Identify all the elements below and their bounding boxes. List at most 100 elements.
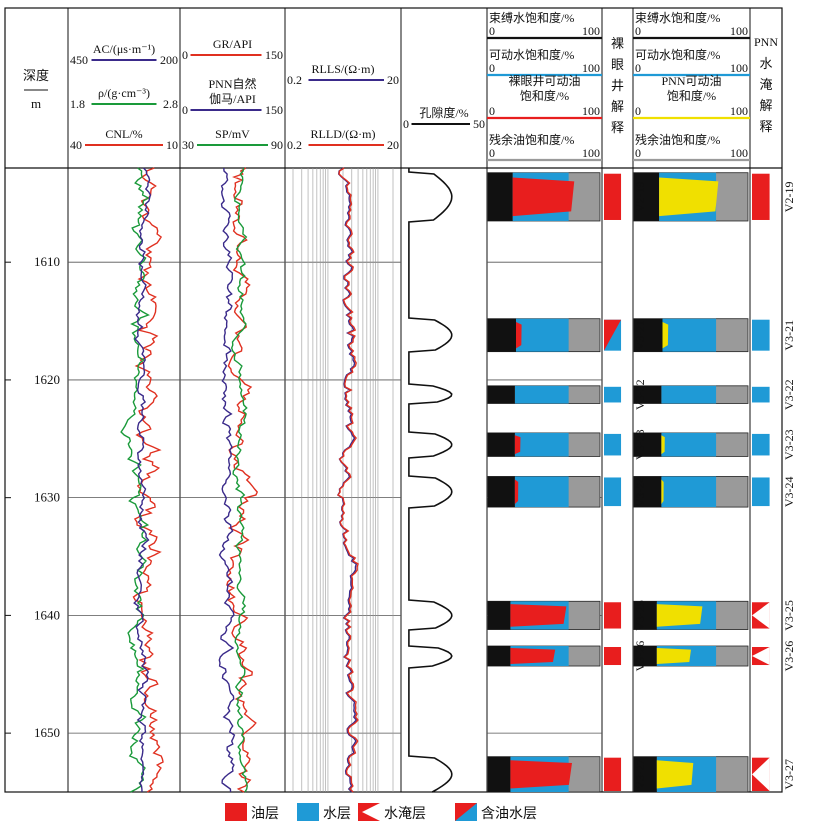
pnn-sat-header-max: 100 (730, 146, 748, 160)
pnn-sat-header-min: 0 (635, 24, 641, 38)
pnn-sat-header-title: 残余油饱和度/% (635, 132, 720, 147)
sp-curve (230, 167, 248, 793)
pnn-bound-water (634, 601, 657, 630)
sp-header-max: 90 (271, 138, 283, 152)
openhole-result-water (604, 433, 622, 456)
layer-blocks: V2-19 V2-19 V3-21 V3-21 V3-22 V3-22 V3-23 V3-23… (487, 172, 796, 793)
openhole-bound-water (488, 601, 511, 630)
openhole-interp-header: 释 (611, 120, 624, 135)
pnn-movable-oil (661, 435, 665, 455)
openhole-movable-oil (512, 177, 575, 217)
legend-label-flooded: 水淹层 (384, 806, 426, 822)
ac-header-title: AC/(μs·m⁻¹) (93, 42, 155, 56)
openhole-sat-header-min: 0 (489, 146, 495, 160)
openhole-bound-water (488, 476, 515, 508)
frame: 1610 1620 1630 1640 1650 (4, 7, 783, 793)
openhole-movable-oil (510, 648, 556, 665)
openhole-bound-water (488, 646, 511, 667)
openhole-sat-header-title: 残余油饱和度/% (489, 132, 574, 147)
openhole-sat-header-max: 100 (582, 104, 600, 118)
openhole-interp-header: 解 (611, 99, 624, 114)
gr-header-title: GR/API (213, 37, 252, 51)
den-header-max: 2.8 (163, 97, 178, 111)
rlls-header-min: 0.2 (287, 73, 302, 87)
pnn-sat-header-max: 100 (730, 61, 748, 75)
depth-tick-label: 1610 (34, 254, 60, 269)
pnn-gr-header-title: 伽马/API (209, 91, 256, 106)
ac-header-max: 200 (160, 53, 178, 67)
openhole-movable-oil (516, 321, 522, 349)
pnn-result-water (752, 477, 770, 507)
openhole-result-oil (604, 757, 622, 791)
pnn-interp-header: 水 (759, 56, 772, 71)
pnn-result-layer-name: V3-27 (782, 759, 796, 790)
openhole-movable-water (514, 385, 569, 404)
openhole-result-water (604, 386, 622, 403)
pnn-interp-header: 淹 (759, 77, 772, 92)
sp-header-title: SP/mV (215, 127, 250, 141)
openhole-movable-oil (510, 604, 567, 627)
depth-tick-label: 1650 (34, 725, 60, 740)
openhole-sat-header-min: 0 (489, 24, 495, 38)
pnn-sat-header-min: 0 (635, 61, 641, 75)
pnn-movable-water (661, 385, 717, 404)
gr-header-min: 0 (182, 48, 188, 62)
sp-header-min: 30 (182, 138, 194, 152)
pnn-sat-header-title: PNN可动油 (661, 74, 721, 88)
depth-unit: m (31, 96, 41, 111)
rlld-header-max: 20 (387, 138, 399, 152)
openhole-movable-water (514, 476, 569, 508)
openhole-result-layer-name: V3-23 (633, 429, 647, 460)
legend-label-oilwater: 含油水层 (481, 806, 537, 822)
rlls-header-max: 20 (387, 73, 399, 87)
openhole-bound-water (488, 432, 515, 457)
legend-swatch-oil (225, 803, 247, 821)
porosity-curve (408, 168, 453, 793)
den-header-min: 1.8 (70, 97, 85, 111)
pnn-result-water (752, 319, 770, 351)
cnl-header-title: CNL/% (105, 127, 142, 141)
porosity-header-min: 0 (403, 117, 409, 131)
pnn-result-flooded-notch (752, 647, 770, 666)
pnn-bound-water (634, 385, 662, 404)
openhole-result-oil (604, 173, 622, 220)
openhole-result-oil (604, 647, 622, 666)
pnn-result-flooded-notch (752, 757, 770, 791)
openhole-result-layer-name: V2-19 (633, 182, 647, 213)
rlld-header-min: 0.2 (287, 138, 302, 152)
legend-swatch-oilwater-tri (455, 803, 477, 821)
openhole-sat-header-min: 0 (489, 61, 495, 75)
pnn-movable-oil (656, 604, 703, 627)
pnn-gr-header-title: PNN自然 (208, 76, 256, 91)
openhole-result-oil-water-tri (604, 319, 622, 351)
pnn-movable-water (661, 476, 717, 508)
legend-label-oil: 油层 (251, 806, 279, 822)
pnn-movable-oil (659, 177, 719, 217)
openhole-result-layer-name: V3-25 (633, 600, 647, 631)
pnn-gr-curve (218, 167, 236, 793)
openhole-movable-water (516, 318, 569, 352)
openhole-sat-header-max: 100 (582, 24, 600, 38)
openhole-sat-header-min: 0 (489, 104, 495, 118)
ac-header-min: 450 (70, 53, 88, 67)
openhole-bound-water (488, 756, 511, 792)
rlls-header-title: RLLS/(Ω·m) (312, 62, 375, 76)
pnn-gr-header-min: 0 (182, 103, 188, 117)
openhole-bound-water (488, 385, 515, 404)
pnn-result-layer-name: V3-23 (782, 429, 796, 460)
pnn-sat-header-title: 束缚水饱和度/% (635, 10, 720, 25)
openhole-movable-oil (510, 760, 572, 789)
openhole-result-layer-name: V3-24 (633, 476, 647, 507)
depth-label: 深度 (23, 68, 49, 83)
rlld-header-title: RLLD/(Ω·m) (311, 127, 376, 141)
openhole-movable-oil (514, 479, 519, 505)
pnn-result-water (752, 433, 770, 456)
log-curves (120, 167, 453, 793)
legend-swatch-flooded-notch (362, 803, 380, 821)
pnn-result-oil (752, 173, 770, 220)
pnn-result-layer-name: V3-25 (782, 600, 796, 631)
pnn-movable-water (661, 432, 717, 457)
openhole-sat-header-title: 裸眼井可动油 (508, 73, 580, 88)
